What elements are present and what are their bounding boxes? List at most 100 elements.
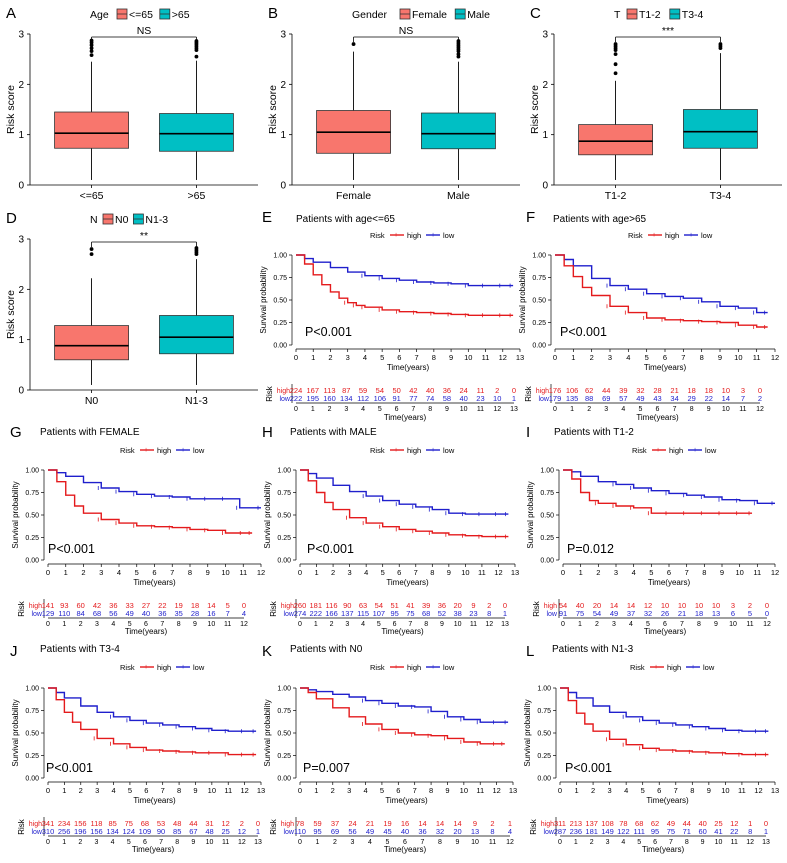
risk-count-low: 75: [406, 609, 414, 618]
panel-letter: B: [268, 5, 278, 22]
risk-count-low: 8: [748, 827, 752, 836]
x-tick-label: 10: [208, 786, 216, 795]
risk-count-low: 274: [294, 609, 307, 618]
x-axis-label: Time(years): [385, 796, 428, 805]
risk-count-low: 52: [438, 609, 446, 618]
y-axis-label: Risk score: [267, 85, 279, 134]
curve-low: [296, 254, 514, 287]
legend-label-low: low: [703, 663, 715, 672]
x-tick-label: 2: [331, 786, 335, 795]
risk-count-high: 49: [667, 819, 675, 828]
risk-count-high: 141: [42, 601, 55, 610]
risk-count-high: 62: [651, 819, 659, 828]
signif-label: ***: [662, 25, 674, 37]
risk-count-low: 12: [238, 827, 246, 836]
risk-count-high: 234: [58, 819, 71, 828]
y-tick-label: 0.75: [25, 708, 39, 715]
risk-table-x-tick: 1: [62, 621, 66, 628]
risk-count-low: 56: [109, 609, 117, 618]
curve-high: [300, 687, 505, 745]
risk-count-low: 69: [331, 827, 339, 836]
risk-table-x-tick: 0: [294, 406, 298, 413]
y-tick-label: 0.50: [277, 731, 291, 738]
y-axis-label: Risk score: [5, 85, 17, 134]
risk-table-x-tick: 12: [506, 839, 514, 846]
risk-table-x-tick: 11: [489, 839, 496, 846]
risk-count-high: 40: [426, 386, 434, 395]
risk-count-high: 28: [653, 386, 661, 395]
curve-high: [560, 687, 769, 756]
x-tick-label: 0: [553, 353, 557, 362]
risk-count-low: 95: [390, 609, 398, 618]
risk-count-low: 256: [58, 827, 71, 836]
risk-count-low: 8: [490, 827, 494, 836]
risk-count-high: 75: [125, 819, 133, 828]
risk-count-high: 156: [74, 819, 87, 828]
risk-table-x-tick: 2: [590, 839, 594, 846]
risk-table-x-tick: 9: [440, 621, 444, 628]
box-N1-3: [159, 315, 234, 355]
risk-row-label-low: low: [31, 829, 42, 836]
risk-table-x-tick: 9: [193, 621, 197, 628]
risk-count-high: 1: [508, 819, 512, 828]
risk-count-low: 18: [695, 609, 703, 618]
risk-count-high: 25: [714, 819, 722, 828]
outlier-point: [613, 62, 618, 67]
x-tick-label: 2: [328, 353, 332, 362]
risk-count-high: 36: [443, 386, 451, 395]
x-tick-label: 6: [657, 786, 661, 795]
x-tick-label: 2: [331, 568, 335, 577]
x-tick-label: 6: [397, 353, 401, 362]
y-tick-label: 0.75: [532, 275, 546, 282]
risk-count-low: 1: [256, 827, 260, 836]
curve-low: [560, 687, 769, 732]
risk-count-low: 49: [366, 827, 374, 836]
risk-count-high: 137: [585, 819, 598, 828]
y-tick-label: 0.75: [540, 490, 554, 497]
risk-row-label-high: high: [536, 388, 549, 395]
outlier-point: [89, 46, 94, 50]
risk-table-x-tick: 2: [328, 406, 332, 413]
x-tick-label: 7: [413, 786, 417, 795]
y-axis-label: Survival probability: [523, 699, 532, 766]
risk-table-x-tick: 7: [673, 406, 677, 413]
x-tick-label: 8: [432, 353, 436, 362]
risk-table-x-tick: 1: [311, 406, 315, 413]
y-tick-label: 0.00: [273, 343, 287, 350]
risk-row-label-high: high: [29, 603, 42, 610]
risk-count-low: 48: [205, 827, 213, 836]
legend-censor-mark: +: [181, 664, 185, 671]
risk-count-high: 32: [636, 386, 644, 395]
legend-title: Age: [90, 9, 109, 21]
panel-title: Patients with age<=65: [296, 214, 395, 225]
y-axis-label: Risk score: [529, 85, 541, 134]
risk-table-x-tick: 12: [746, 839, 754, 846]
y-tick-label: 1: [18, 335, 24, 346]
x-tick-label: 10: [464, 353, 472, 362]
outlier-point: [89, 53, 94, 58]
legend-label-low: low: [193, 663, 205, 672]
x-tick-label: 7: [161, 786, 165, 795]
risk-count-low: 75: [667, 827, 675, 836]
boxplot-panel-A: A Age <=65 >65 0 1 2 3 Risk score <=65 >65 NS: [5, 5, 258, 202]
survival-panel-E: E Patients with age<=65 Risk + high + low 0.00 0…: [259, 209, 524, 422]
x-tick-label: 4: [624, 786, 628, 795]
risk-table-x-tick: 2: [595, 621, 599, 628]
risk-count-low: 60: [698, 827, 706, 836]
x-tick-label: 7: [415, 353, 419, 362]
x-tick-label: 2: [81, 568, 85, 577]
legend-title: Risk: [120, 663, 135, 672]
y-axis-label: Survival probability: [526, 481, 535, 548]
risk-table-x-tick: 10: [460, 406, 468, 413]
risk-row-label-low: low: [546, 611, 557, 618]
risk-count-high: 85: [108, 819, 116, 828]
risk-count-low: 49: [125, 609, 133, 618]
risk-count-high: 0: [764, 819, 768, 828]
risk-table-x-tick: 3: [344, 406, 348, 413]
y-tick-label: 1.00: [273, 253, 287, 260]
risk-count-low: 115: [357, 609, 369, 618]
risk-count-high: 3: [741, 386, 745, 395]
legend-censor-mark: +: [431, 447, 435, 454]
risk-table-x-tick: 4: [621, 406, 625, 413]
x-tick-label: N0: [85, 395, 99, 407]
